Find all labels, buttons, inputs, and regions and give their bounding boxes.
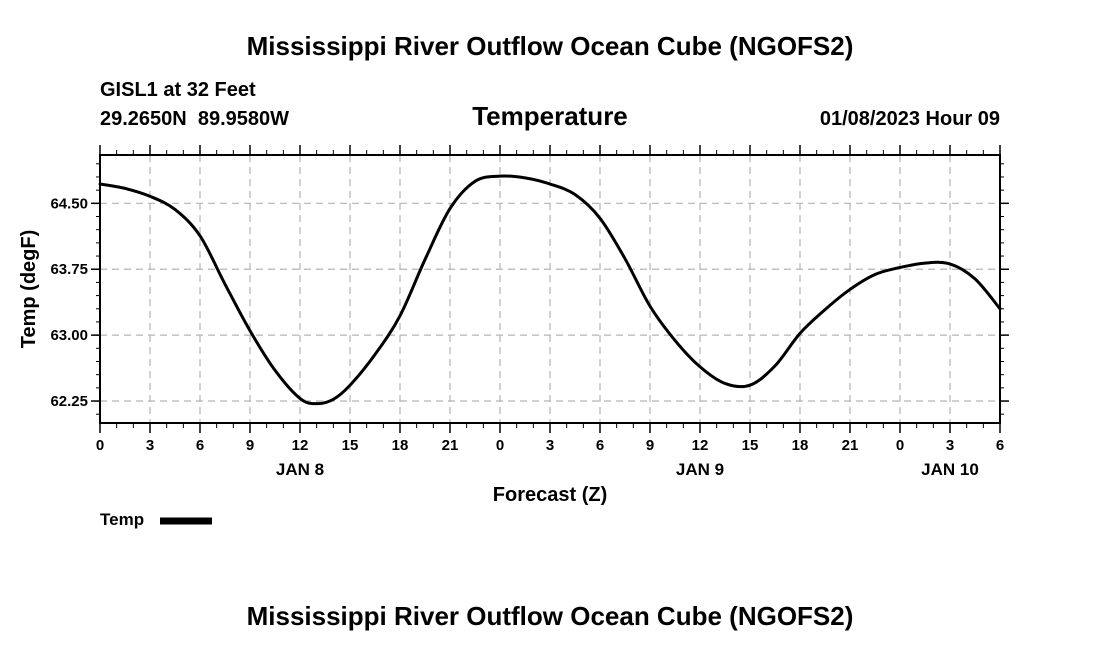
date-label: JAN 10: [921, 460, 979, 479]
station-coordinates: 29.2650N 89.9580W: [100, 108, 289, 130]
series-layer: [98, 174, 1002, 406]
y-tick-label: 62.25: [50, 393, 88, 410]
variable-title: Temperature: [472, 101, 628, 131]
x-tick-label: 18: [392, 437, 409, 454]
x-tick-label: 9: [246, 437, 254, 454]
station-label: GISL1 at 32 Feet: [100, 79, 256, 101]
x-tick-label: 3: [546, 437, 554, 454]
date-label: JAN 8: [276, 460, 324, 479]
y-axis: 62.25 63.00 63.75 64.50: [50, 163, 1009, 415]
x-tick-label: 21: [442, 437, 459, 454]
x-tick-label: 6: [596, 437, 604, 454]
x-tick-label: 15: [742, 437, 759, 454]
x-tick-label: 0: [896, 437, 904, 454]
date-label: JAN 9: [676, 460, 724, 479]
y-axis-label: Temp (degF): [18, 230, 40, 349]
x-tick-label: 0: [96, 437, 104, 454]
x-tick-label: 12: [692, 437, 709, 454]
x-tick-label: 6: [196, 437, 204, 454]
x-tick-label: 21: [842, 437, 859, 454]
x-tick-label: 9: [646, 437, 654, 454]
x-tick-label: 6: [996, 437, 1004, 454]
y-tick-label: 64.50: [50, 195, 88, 212]
y-tick-label: 63.00: [50, 327, 88, 344]
x-axis-label: Forecast (Z): [493, 484, 607, 506]
x-tick-label: 12: [292, 437, 309, 454]
x-tick-label: 3: [146, 437, 154, 454]
chart-main-title: Mississippi River Outflow Ocean Cube (NG…: [247, 31, 854, 61]
date-labels: JAN 8 JAN 9 JAN 10: [276, 460, 979, 479]
x-tick-label: 18: [792, 437, 809, 454]
series-line-temp: [98, 174, 1002, 406]
x-tick-label: 3: [946, 437, 954, 454]
footer-title: Mississippi River Outflow Ocean Cube (NG…: [247, 601, 854, 631]
grid-lines: [100, 155, 1000, 423]
y-tick-label: 63.75: [50, 261, 88, 278]
legend: Temp: [100, 510, 212, 529]
x-tick-label: 0: [496, 437, 504, 454]
forecast-datetime: 01/08/2023 Hour 09: [820, 108, 1000, 130]
x-tick-label: 15: [342, 437, 359, 454]
x-axis: 0 3 6 9 12 15 18 21 0 3 6 9 12 15 18 21 0 3 6: [96, 145, 1004, 454]
legend-label: Temp: [100, 510, 144, 529]
